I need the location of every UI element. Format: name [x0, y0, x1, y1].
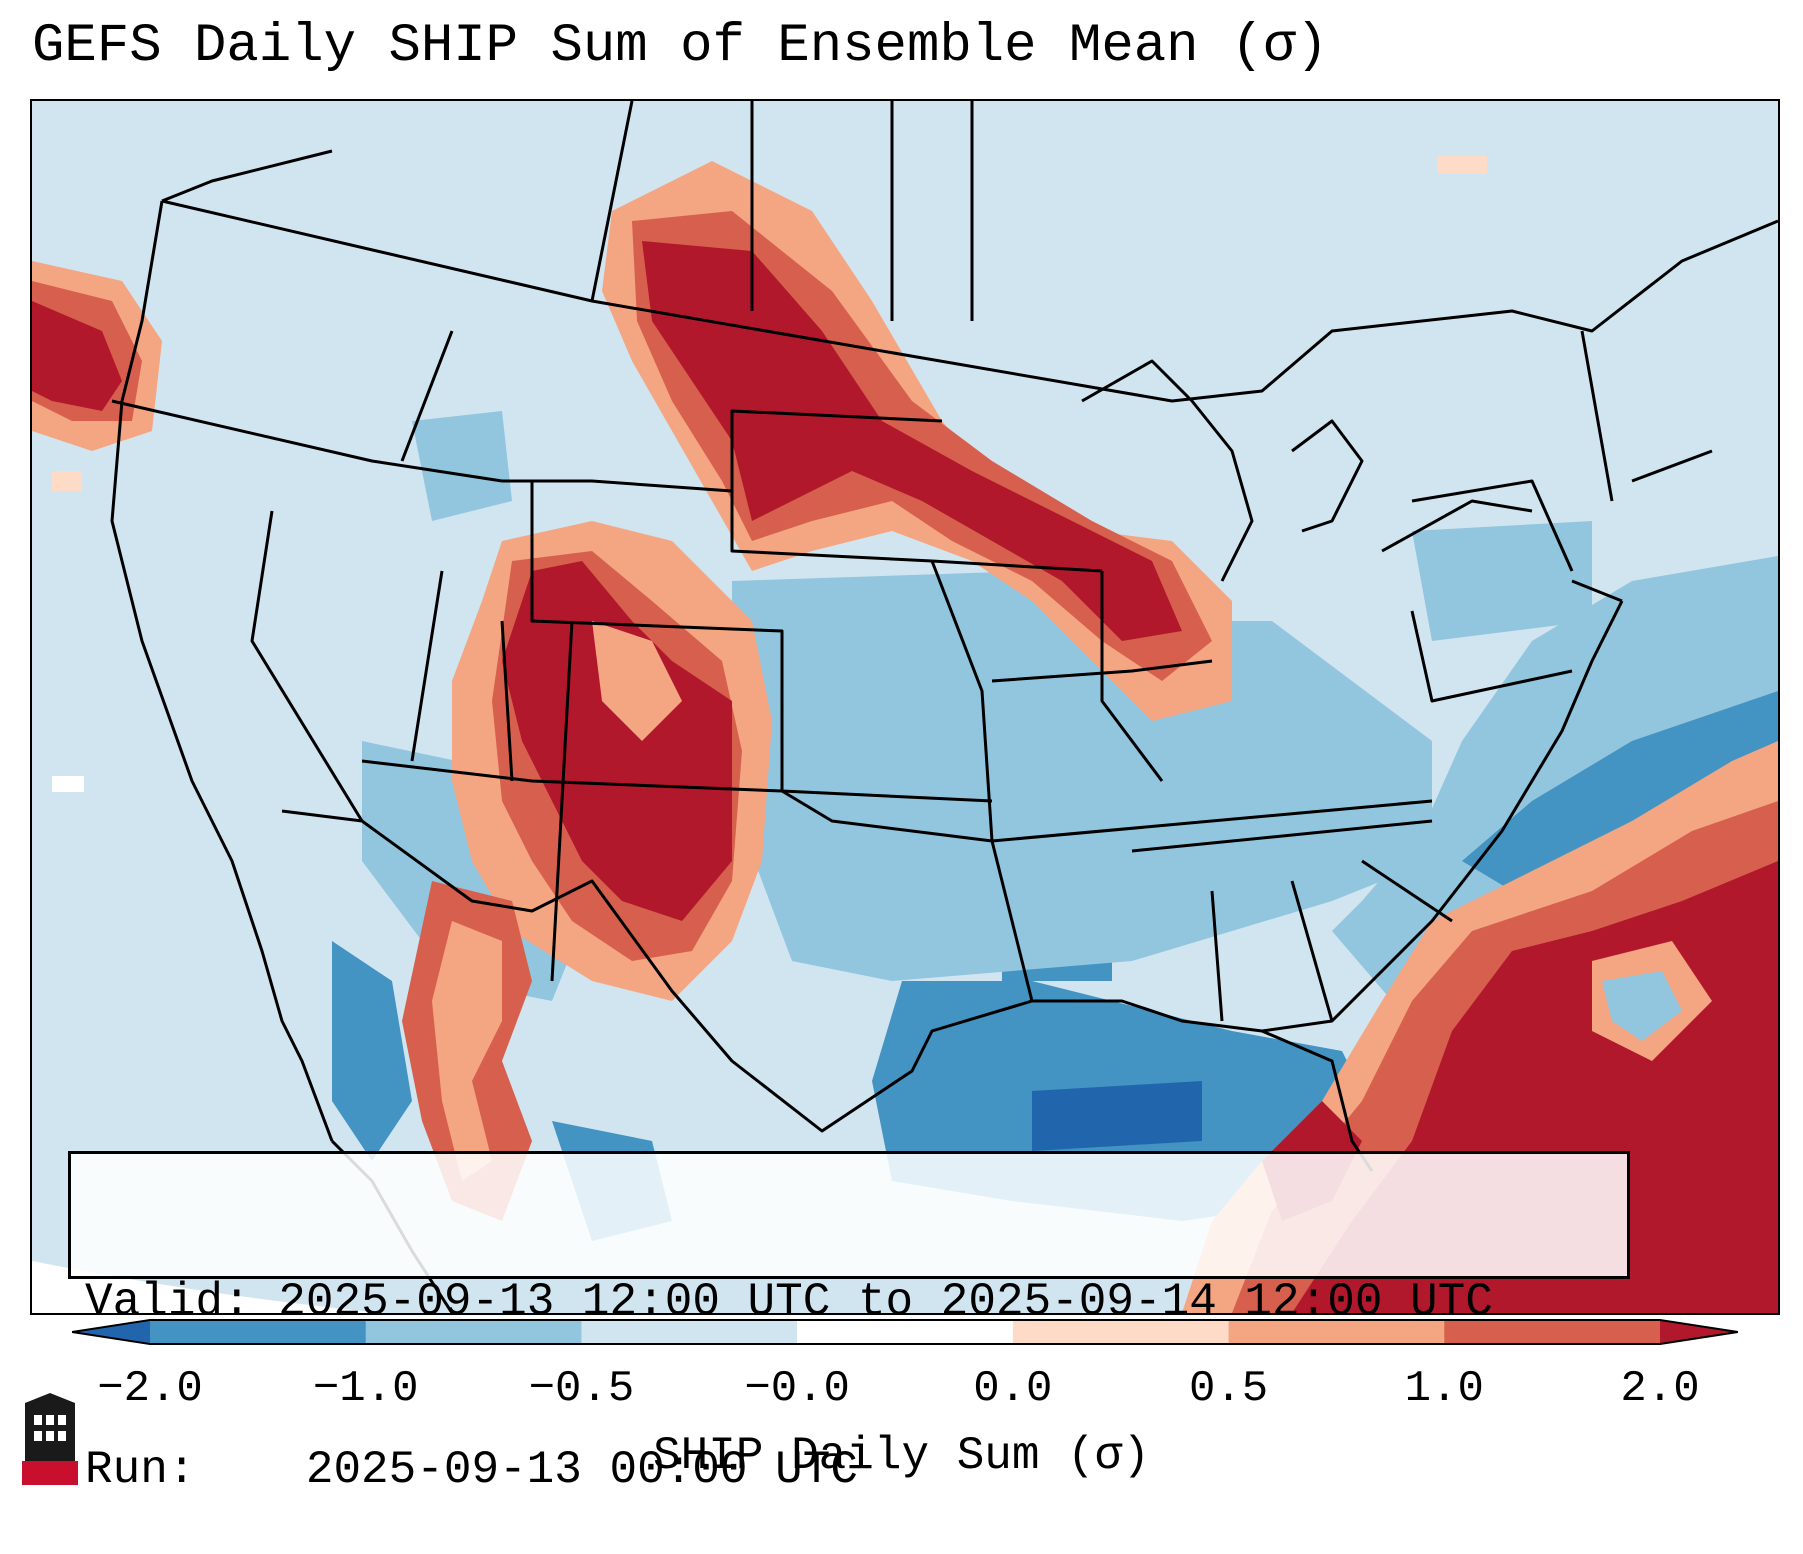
colorbar-label: SHIP Daily Sum (σ): [653, 1430, 1150, 1482]
colorbar-bin: [1228, 1320, 1445, 1344]
run-label: Run:: [85, 1444, 196, 1496]
colorbar-tick-label: 0.5: [1188, 1364, 1269, 1414]
run-value: 2025-09-13 00:00 UTC: [305, 1444, 858, 1496]
colorbar-tick-label: 0.0: [973, 1364, 1053, 1414]
colorbar: [72, 1319, 1738, 1345]
colorbar-extend-max: [1660, 1320, 1738, 1344]
colorbar-bin: [1444, 1320, 1661, 1344]
colorbar-bins: [72, 1320, 1738, 1344]
colorbar-bin: [1012, 1320, 1230, 1344]
colorbar-tick-label: −1.0: [312, 1364, 419, 1414]
colorbar-bin: [365, 1320, 582, 1344]
colorbar-tick-label: −0.0: [744, 1364, 850, 1414]
colorbar-extend-min: [72, 1320, 150, 1344]
colorbar-tick-label: 2.0: [1620, 1364, 1700, 1414]
niu-logo: [22, 1393, 78, 1485]
ship-field-map: [32, 101, 1778, 1313]
map-title: GEFS Daily SHIP Sum of Ensemble Mean (σ): [32, 16, 1329, 77]
validity-info-box: Valid: 2025-09-13 12:00 UTC to 2025-09-1…: [68, 1151, 1630, 1496]
colorbar-bin: [581, 1320, 798, 1344]
colorbar-tick-label: −2.0: [97, 1364, 203, 1414]
colorbar-tick-label: −0.5: [528, 1364, 635, 1414]
colorbar-bin: [797, 1320, 1014, 1344]
colorbar-bin: [150, 1320, 367, 1344]
colorbar-tick-label: 1.0: [1404, 1364, 1484, 1414]
run-line: Run: 2025-09-13 00:00 UTC: [85, 1442, 1627, 1498]
map-panel: [30, 99, 1780, 1315]
